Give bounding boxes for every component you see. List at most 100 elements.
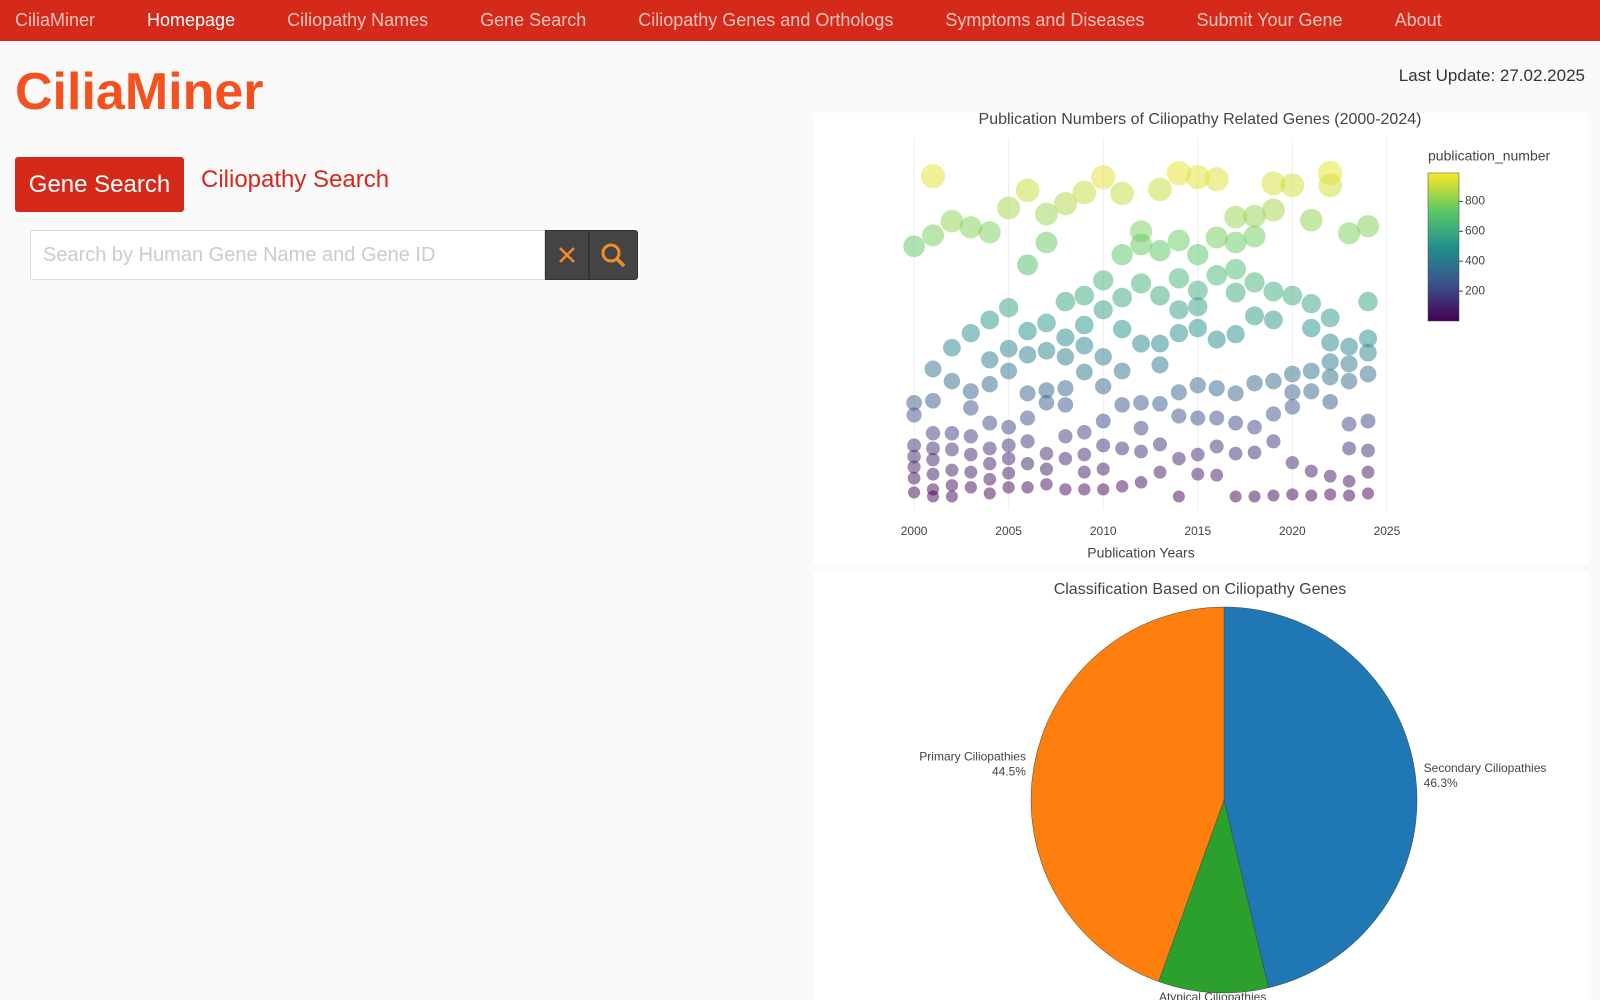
point xyxy=(1228,446,1243,461)
x-tick-label: 2010 xyxy=(1090,524,1117,538)
point xyxy=(1001,438,1016,453)
point xyxy=(963,429,978,444)
point xyxy=(1035,231,1058,254)
point xyxy=(964,465,978,479)
search-button[interactable] xyxy=(589,230,638,280)
point xyxy=(1359,343,1377,362)
point xyxy=(945,479,959,492)
point xyxy=(907,449,921,464)
point xyxy=(1150,285,1170,306)
nav-item[interactable]: Ciliopathy Names xyxy=(287,10,429,30)
point xyxy=(1130,273,1152,294)
point xyxy=(1299,208,1323,232)
point xyxy=(1056,348,1075,366)
point xyxy=(1169,323,1189,343)
point xyxy=(1134,444,1148,459)
point xyxy=(1190,447,1205,462)
pie-label: Primary Ciliopathies xyxy=(919,750,1026,764)
point xyxy=(963,400,979,416)
point xyxy=(1261,171,1286,196)
point xyxy=(1133,420,1149,436)
point xyxy=(982,441,997,456)
point xyxy=(1358,329,1378,348)
point xyxy=(1001,451,1016,466)
clear-button[interactable] xyxy=(545,230,589,280)
point xyxy=(1207,330,1226,349)
point xyxy=(1284,384,1301,401)
point xyxy=(1209,410,1225,426)
tab[interactable]: Gene Search xyxy=(15,157,184,212)
tab[interactable]: Ciliopathy Search xyxy=(201,166,390,193)
point xyxy=(1318,173,1343,198)
clear-icon xyxy=(559,247,575,263)
nav-item[interactable]: Ciliopathy Genes and Orthologs xyxy=(638,10,894,30)
nav-item[interactable]: Symptoms and Diseases xyxy=(945,10,1145,30)
point xyxy=(1301,294,1321,314)
pie-value-label: 44.5% xyxy=(992,765,1026,779)
nav-brand[interactable]: CiliaMiner xyxy=(15,10,96,30)
point xyxy=(1304,464,1318,478)
point xyxy=(1057,397,1074,413)
pie-slice xyxy=(1030,606,1225,982)
colorbar xyxy=(1427,172,1460,322)
point xyxy=(1247,419,1262,435)
nav-item[interactable]: Submit Your Gene xyxy=(1196,10,1343,30)
point xyxy=(1018,346,1037,364)
point xyxy=(1248,490,1261,503)
point xyxy=(1172,451,1186,466)
point xyxy=(1091,165,1116,190)
point xyxy=(1019,385,1036,402)
point xyxy=(1149,239,1171,262)
point xyxy=(1168,268,1190,289)
point xyxy=(1302,362,1320,380)
point xyxy=(1002,481,1015,494)
point xyxy=(1077,447,1092,462)
point xyxy=(1338,222,1361,245)
nav-item[interactable]: Gene Search xyxy=(480,10,587,30)
point xyxy=(1096,438,1111,453)
point xyxy=(943,338,961,357)
point xyxy=(1115,480,1129,493)
point xyxy=(926,490,939,503)
point xyxy=(1225,258,1246,280)
point xyxy=(1075,315,1094,335)
x-axis-title: Publication Years xyxy=(1087,545,1194,561)
point xyxy=(1148,177,1172,202)
point xyxy=(1361,465,1375,479)
point xyxy=(1305,489,1318,502)
colorbar-tick-label: 200 xyxy=(1465,283,1485,297)
point xyxy=(1072,180,1097,205)
point xyxy=(925,426,941,441)
point xyxy=(1095,378,1112,395)
point xyxy=(1039,462,1054,476)
point xyxy=(1112,287,1132,308)
point xyxy=(1341,416,1357,432)
point xyxy=(1151,356,1169,374)
point xyxy=(997,196,1021,220)
point xyxy=(1189,377,1206,394)
point xyxy=(940,209,964,233)
point xyxy=(1039,446,1054,461)
search-input[interactable] xyxy=(30,230,545,280)
point xyxy=(962,383,979,400)
point xyxy=(1224,205,1247,229)
point xyxy=(1074,285,1095,306)
point xyxy=(1058,429,1073,444)
point xyxy=(943,372,961,390)
nav-item[interactable]: Homepage xyxy=(147,10,236,30)
point xyxy=(921,224,945,247)
point xyxy=(982,415,998,431)
point xyxy=(1056,328,1075,347)
point xyxy=(1095,413,1111,429)
point xyxy=(1266,434,1281,449)
nav-item[interactable]: About xyxy=(1394,10,1442,30)
point xyxy=(1094,348,1112,366)
pie-label: Secondary Ciliopathies xyxy=(1424,761,1547,775)
point xyxy=(1190,410,1206,426)
point xyxy=(926,441,940,456)
point xyxy=(907,471,921,485)
point xyxy=(1360,413,1376,429)
point xyxy=(1185,165,1210,190)
point xyxy=(980,310,1000,330)
